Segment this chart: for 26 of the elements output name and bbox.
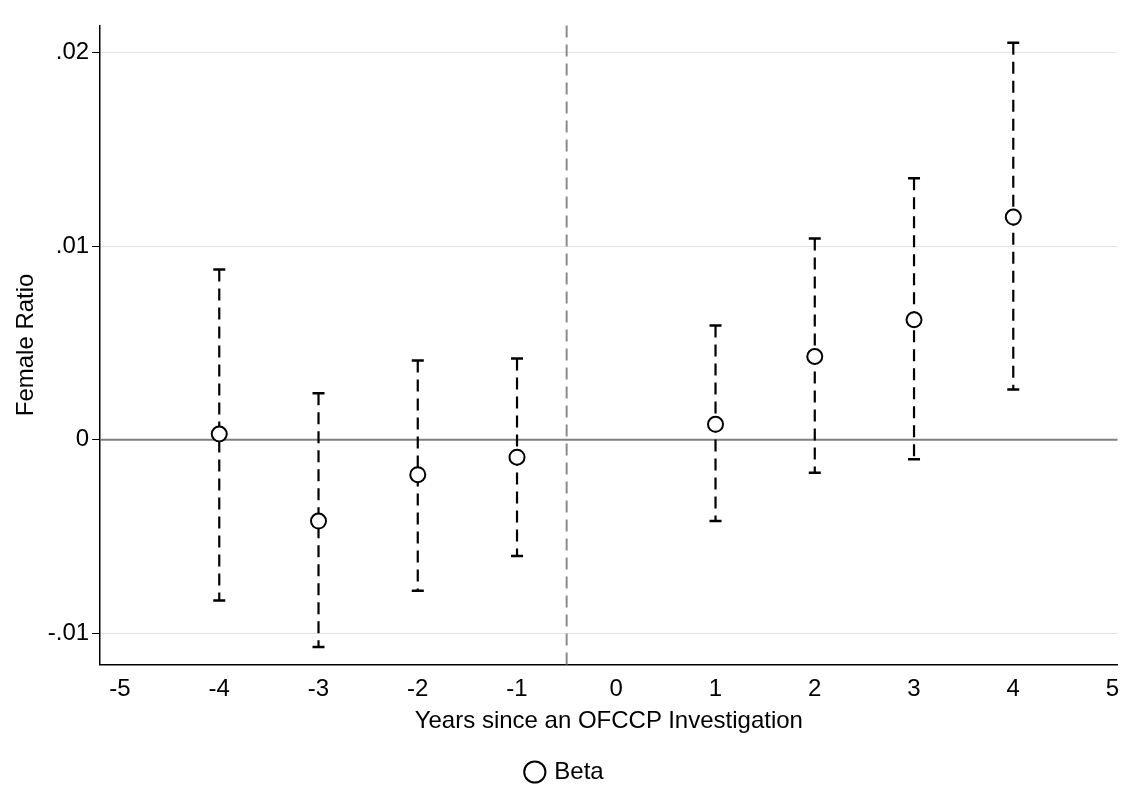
x-tick-label: 0	[609, 674, 623, 702]
x-tick-label: 3	[907, 674, 921, 702]
point	[905, 311, 923, 329]
point	[210, 425, 228, 443]
point	[1004, 208, 1022, 226]
x-tick-label: 4	[1006, 674, 1020, 702]
x-tick-label: -3	[307, 674, 330, 702]
y-tick-label: .02	[55, 37, 90, 65]
x-tick-label: 5	[1105, 674, 1120, 702]
x-tick-label: 1	[708, 674, 723, 702]
point	[310, 512, 328, 530]
x-tick-label: -1	[506, 674, 528, 702]
y-tick-label: -.01	[47, 618, 90, 646]
x-tick-label: -4	[208, 674, 230, 702]
y-axis-title: Female Ratio	[11, 273, 39, 417]
x-axis-title: Years since an OFCCP Investigation	[414, 706, 803, 734]
y-tick-label: .01	[55, 230, 90, 258]
point	[409, 466, 427, 484]
point	[707, 415, 725, 433]
x-tick-label: 2	[808, 674, 822, 702]
x-tick-label: -2	[407, 674, 429, 702]
legend-label: Beta	[554, 756, 605, 784]
y-tick-label: 0	[75, 424, 90, 452]
point	[806, 348, 824, 366]
point	[508, 448, 526, 466]
x-tick-label: -5	[109, 674, 131, 702]
